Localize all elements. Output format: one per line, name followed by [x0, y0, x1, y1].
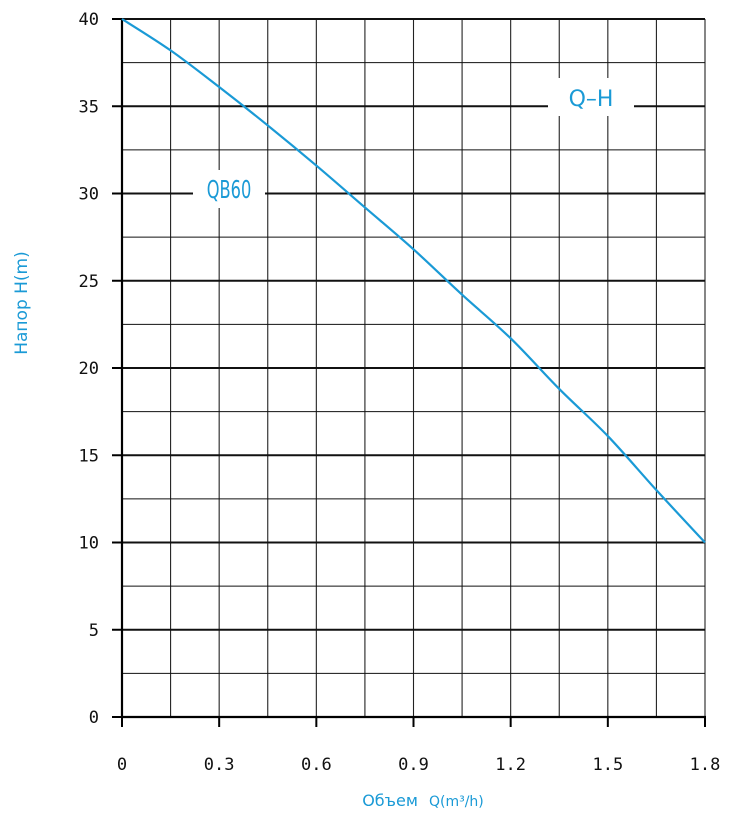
x-tick-label: 1.5 [592, 755, 623, 775]
series-layer [121, 18, 706, 544]
y-tick-label: 5 [89, 621, 99, 641]
y-tick-label: 35 [79, 97, 99, 117]
grid [122, 18, 706, 717]
y-tick-label: 10 [79, 534, 99, 554]
series-line-qb60 [121, 18, 706, 544]
curve-type-label-bg [548, 78, 634, 116]
tick-labels: 0 5 10 15 20 25 30 35 40 0 0.3 0.6 0.9 1.2 1.5 1.8 [79, 10, 721, 775]
x-axis-title-unit: Q(m³/h) [429, 794, 484, 810]
x-tick-label: 1.2 [495, 755, 526, 775]
x-tick-label: 0.3 [204, 755, 235, 775]
axes [112, 18, 706, 727]
y-tick-label: 20 [79, 359, 99, 379]
y-tick-label: 25 [79, 272, 99, 292]
x-tick-label: 0 [117, 755, 127, 775]
y-tick-label: 0 [89, 708, 99, 728]
y-axis-title: Напор H(m) [12, 251, 32, 355]
x-tick-label: 0.6 [301, 755, 332, 775]
y-tick-label: 40 [79, 10, 99, 30]
model-label-bg [193, 170, 265, 208]
model-label: QB60 [207, 176, 252, 205]
x-tick-label: 1.8 [690, 755, 721, 775]
y-tick-label: 15 [79, 446, 99, 466]
x-tick-label: 0.9 [398, 755, 429, 775]
x-axis-title-main: Объем [362, 791, 418, 810]
x-axis-title: Объем Q(m³/h) [362, 791, 484, 810]
y-tick-label: 30 [79, 185, 99, 205]
curve-type-label: Q–H [569, 87, 614, 112]
